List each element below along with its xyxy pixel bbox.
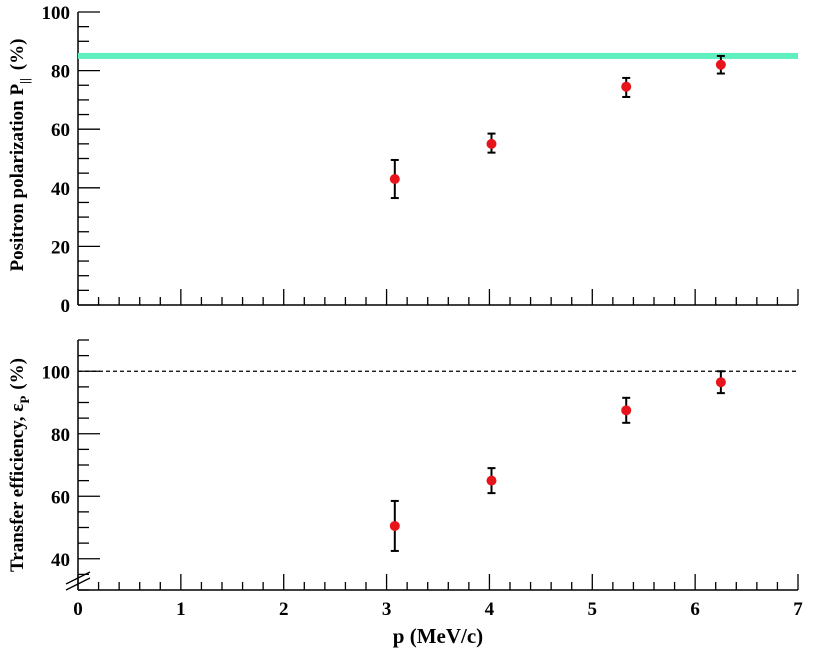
top-data-point	[715, 59, 726, 70]
bottom-data-point	[621, 405, 632, 416]
x-tick-label: 2	[279, 599, 289, 620]
bottom-data-point	[486, 475, 497, 486]
x-tick-label: 3	[382, 599, 392, 620]
top-y-tick-label: 100	[42, 3, 71, 24]
top-data-point	[389, 174, 400, 185]
x-tick-label: 1	[176, 599, 186, 620]
axis-break-mark	[65, 577, 91, 591]
top-panel: 0 20 40 60 80 100	[42, 3, 799, 317]
bottom-y-tick-label: 60	[51, 487, 70, 508]
x-tick-label: 0	[73, 599, 83, 620]
top-data-point	[486, 138, 497, 149]
reference-band	[78, 52, 798, 59]
axis-break-mark	[65, 571, 91, 585]
top-data-point	[621, 81, 632, 92]
bottom-y-tick-label: 100	[42, 362, 71, 383]
x-tick-label: 7	[793, 599, 803, 620]
bottom-data-point	[389, 520, 400, 531]
top-y-tick-label: 40	[51, 179, 70, 200]
top-y-tick-label: 60	[51, 120, 70, 141]
x-tick-label: 4	[485, 599, 495, 620]
x-tick-label: 5	[588, 599, 598, 620]
bottom-data-point	[715, 377, 726, 388]
bottom-y-tick-label: 40	[51, 550, 70, 571]
bottom-panel: 40 60 80 100 0 1 2 3 4 5 6 7	[42, 339, 803, 620]
x-tick-label: 6	[690, 599, 700, 620]
top-y-axis-title: Positron polarization P||(%)	[7, 39, 32, 272]
top-y-tick-label: 20	[51, 237, 70, 258]
bottom-y-tick-label: 80	[51, 425, 70, 446]
top-y-tick-label: 0	[61, 296, 71, 317]
bottom-y-axis-title: Transfer efficiency, εP(%)	[7, 358, 32, 572]
top-y-tick-label: 80	[51, 62, 70, 83]
x-axis-title: p (MeV/c)	[393, 624, 483, 648]
